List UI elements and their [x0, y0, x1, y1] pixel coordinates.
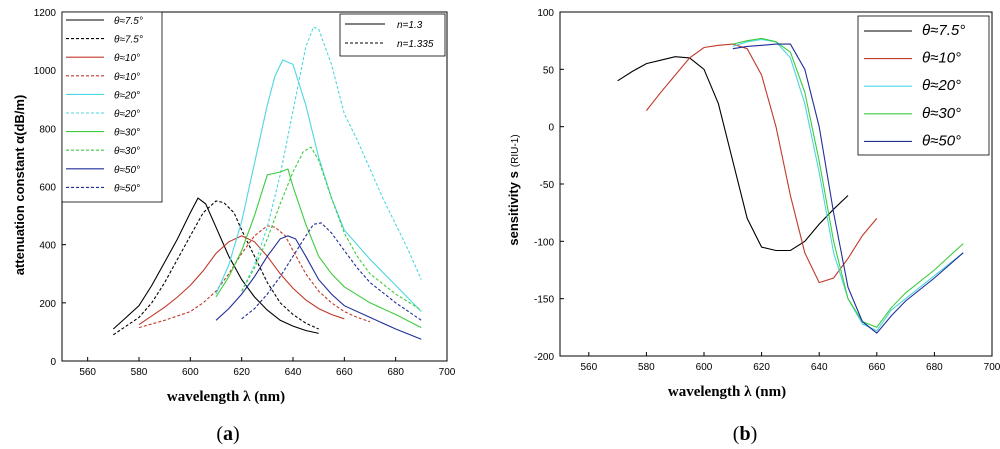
x-tick-label: 600	[696, 362, 713, 373]
series-line-a-3	[138, 225, 371, 329]
y-tick-label: -100	[534, 237, 554, 248]
legend2-box-a	[339, 13, 446, 57]
x-tick-label: 700	[984, 362, 1000, 373]
y-tick-label: 1200	[34, 8, 57, 19]
series-line-a-1	[112, 200, 319, 336]
y-tick-label: 600	[39, 183, 56, 194]
series-line-b-0	[617, 56, 849, 252]
y-tick-label: 200	[39, 299, 56, 310]
y-tick-label: 800	[39, 124, 56, 135]
x-axis-label-a: wavelength λ (nm)	[167, 389, 285, 405]
x-ticks-a: 560 580 600 620 640 660 680 700	[79, 357, 456, 378]
x-axis-label-b: wavelength λ (nm)	[668, 384, 786, 400]
y-axis-label-a: attenuation constant α(dB/m)	[12, 95, 27, 276]
y-tick-label: 1000	[34, 66, 57, 77]
y-tick-label: 50	[543, 65, 555, 76]
x-tick-label: 700	[439, 367, 456, 378]
legend-label-a-0: θ≈7.5°	[114, 16, 143, 27]
caption-b: (b)	[733, 423, 757, 445]
x-tick-label: 640	[285, 367, 302, 378]
x-tick-label: 620	[233, 367, 250, 378]
series-line-b-3	[732, 37, 964, 328]
series-line-a-6	[215, 168, 422, 329]
x-tick-label: 580	[131, 367, 148, 378]
series-lines-a	[112, 26, 422, 340]
legend-label-a-5: θ≈20°	[114, 109, 140, 120]
caption-a: (a)	[216, 423, 239, 445]
legend-label-b-2: θ≈20°	[922, 77, 961, 94]
y-tick-label: 400	[39, 241, 56, 252]
x-ticks-b: 560 580 600 620 640 660 680 700	[580, 352, 1000, 373]
y-tick-label: 100	[537, 8, 554, 19]
y-tick-label: -200	[534, 352, 554, 363]
x-tick-label: 680	[926, 362, 943, 373]
legend-label-b-3: θ≈30°	[922, 105, 961, 122]
legend2-label-1: n=1.335	[397, 39, 434, 50]
x-tick-label: 680	[387, 367, 404, 378]
legend-label-b-4: θ≈50°	[922, 132, 961, 149]
legend2-label-0: n=1.3	[397, 20, 423, 31]
y-tick-label: -150	[534, 295, 554, 306]
y-ticks-b: 100 50 0 -50 -100 -150 -200	[534, 8, 564, 363]
legend-box-a	[61, 11, 163, 203]
series-line-a-2	[138, 235, 345, 326]
legend-label-a-3: θ≈10°	[114, 72, 140, 83]
panel-b: 560 580 600 620 640 660 680 700 100 50 0 -50 -100 -1…	[506, 8, 1000, 445]
series-line-b-1	[645, 43, 878, 284]
x-tick-label: 640	[811, 362, 828, 373]
legend2-a: n=1.3 n=1.335	[345, 20, 434, 50]
x-tick-label: 620	[753, 362, 770, 373]
legend-label-a-2: θ≈10°	[114, 53, 140, 64]
legend-a: θ≈7.5° θ≈7.5° θ≈10° θ≈10° θ≈20° θ≈20° θ≈30° θ≈3…	[66, 16, 143, 194]
series-lines-b	[617, 37, 964, 334]
y-ticks-a: 0 200 400 600 800 1000 1200	[34, 8, 66, 368]
legend-label-a-6: θ≈30°	[114, 128, 140, 139]
x-tick-label: 560	[79, 367, 96, 378]
x-tick-label: 660	[336, 367, 353, 378]
y-tick-label: -50	[540, 180, 555, 191]
legend-box-b	[857, 15, 990, 156]
y-axis-label-b: sensitivity s(RIU-1)	[506, 134, 521, 245]
x-tick-label: 600	[182, 367, 199, 378]
legend-label-a-7: θ≈30°	[114, 146, 140, 157]
series-line-a-0	[112, 197, 319, 334]
legend-label-a-8: θ≈50°	[114, 165, 140, 176]
legend-label-a-1: θ≈7.5°	[114, 35, 143, 46]
legend-b: θ≈7.5° θ≈10° θ≈20° θ≈30° θ≈50°	[864, 22, 965, 149]
legend-label-a-4: θ≈20°	[114, 90, 140, 101]
series-line-b-4	[732, 43, 964, 334]
legend-label-b-0: θ≈7.5°	[922, 22, 965, 39]
series-line-a-5	[241, 26, 422, 292]
series-line-b-2	[732, 38, 964, 332]
x-tick-label: 660	[868, 362, 885, 373]
x-tick-label: 560	[580, 362, 597, 373]
x-tick-label: 580	[638, 362, 655, 373]
series-line-a-9	[241, 222, 422, 321]
series-line-a-4	[215, 59, 422, 312]
legend-label-a-9: θ≈50°	[114, 183, 140, 194]
y-tick-label: 0	[548, 123, 554, 134]
series-line-a-8	[215, 235, 422, 340]
legend-label-b-1: θ≈10°	[922, 50, 961, 67]
panel-a: 560 580 600 620 640 660 680 700 0 200 400 600 800 10…	[12, 8, 456, 445]
y-tick-label: 0	[50, 357, 56, 368]
